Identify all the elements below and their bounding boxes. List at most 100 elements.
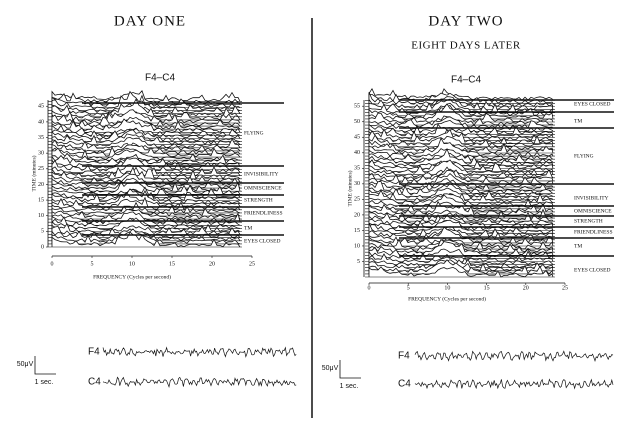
spectrum-trace	[51, 110, 241, 121]
y-tick-label: 20	[354, 212, 360, 218]
x-tick-label: 5	[91, 261, 94, 267]
y-tick-label: 25	[38, 166, 44, 172]
spectrum-trace	[368, 200, 554, 216]
spectrum-trace	[368, 159, 554, 172]
state-label: EYES CLOSED	[574, 101, 611, 107]
spectrum-trace	[368, 96, 554, 111]
spectrum-trace	[368, 214, 554, 229]
eeg-channel-label: C4	[398, 379, 411, 390]
y-tick-label: 40	[38, 119, 44, 125]
spectrum-trace	[368, 211, 554, 222]
spectrum-trace	[368, 187, 554, 200]
state-label: FLYING	[244, 130, 264, 136]
spectrum-trace	[51, 136, 241, 149]
state-label: TM	[574, 118, 582, 124]
x-tick-label: 10	[444, 285, 450, 291]
electrode-label: F4–C4	[145, 73, 175, 84]
spectrum-trace	[368, 92, 554, 104]
state-label: TM	[574, 243, 582, 249]
x-tick-label: 5	[407, 285, 410, 291]
spectrum-trace	[368, 250, 554, 262]
panel-subtitle: EIGHT DAYS LATER	[411, 40, 521, 52]
spectrum-trace	[368, 116, 554, 129]
y-axis-label: TIME (minutes)	[30, 155, 37, 191]
eeg-trace	[414, 350, 614, 363]
spectrum-trace	[368, 148, 554, 160]
spectrum-trace	[51, 166, 241, 180]
state-label: FRIENDLINESS	[244, 210, 283, 216]
state-label: EYES CLOSED	[244, 238, 281, 244]
spectrum-trace	[368, 123, 554, 135]
panel-title: DAY TWO	[428, 13, 503, 29]
spectrum-trace	[51, 124, 241, 136]
panel-title: DAY ONE	[114, 13, 186, 29]
x-tick-label: 0	[368, 285, 371, 291]
eeg-scale-label: 50μV	[322, 365, 339, 372]
eeg-trace	[102, 346, 297, 358]
x-tick-label: 15	[169, 261, 175, 267]
y-tick-label: 20	[38, 182, 44, 188]
state-label: OMNISCIENCE	[574, 208, 612, 214]
y-tick-label: 50	[354, 119, 360, 125]
state-label: FRIENDLINESS	[574, 229, 613, 235]
spectrum-trace	[51, 145, 241, 158]
state-label: STRENGTH	[244, 197, 273, 203]
y-tick-label: 40	[354, 150, 360, 156]
eeg-scale-label: 50μV	[17, 361, 34, 368]
x-tick-label: 10	[129, 261, 135, 267]
y-tick-label: 45	[354, 135, 360, 141]
state-label: STRENGTH	[574, 218, 603, 224]
spectrum-trace	[368, 87, 554, 101]
spectrum-trace	[368, 183, 554, 197]
spectrum-trace	[368, 102, 554, 117]
spectrum-trace	[368, 236, 554, 247]
spectrum-trace	[368, 152, 554, 163]
spectrum-trace	[51, 153, 241, 167]
y-tick-label: 30	[354, 181, 360, 187]
spectrum-trace	[368, 159, 554, 176]
spectrum-trace	[51, 209, 241, 220]
y-tick-label: 5	[357, 259, 360, 265]
x-tick-label: 15	[484, 285, 490, 291]
eeg-trace	[102, 376, 297, 389]
spectrum-trace	[368, 168, 554, 179]
spectrum-trace	[368, 181, 554, 194]
eeg-time-label: 1 sec.	[35, 379, 54, 386]
spectrum-trace	[51, 139, 241, 152]
spectrum-trace	[368, 259, 554, 275]
spectrum-trace	[368, 258, 554, 269]
x-tick-label: 0	[51, 261, 54, 267]
y-tick-label: 10	[38, 213, 44, 219]
eeg-time-label: 1 sec.	[340, 383, 359, 390]
y-tick-label: 30	[38, 151, 44, 157]
eeg-channel-label: F4	[398, 351, 410, 362]
spectrum-trace	[368, 166, 554, 182]
y-tick-label: 15	[354, 228, 360, 234]
spectrum-trace	[368, 222, 554, 238]
y-tick-label: 10	[354, 243, 360, 249]
x-tick-label: 25	[249, 261, 255, 267]
spectrum-trace	[368, 189, 554, 204]
spectrum-trace	[51, 201, 241, 214]
state-label: EYES CLOSED	[574, 267, 611, 273]
eeg-scale-bar	[34, 356, 56, 375]
y-tick-label: 35	[354, 166, 360, 172]
y-tick-label: 5	[41, 229, 44, 235]
spectrum-trace	[368, 112, 554, 126]
spectrum-trace	[368, 139, 554, 151]
spectrum-trace	[51, 222, 241, 236]
y-tick-label: 55	[354, 104, 360, 110]
y-tick-label: 35	[38, 135, 44, 141]
eeg-channel-label: C4	[88, 377, 101, 388]
y-axis-label: TIME (minutes)	[346, 170, 353, 206]
electrode-label: F4–C4	[451, 75, 481, 86]
spectrum-trace	[51, 116, 241, 130]
spectrum-trace	[368, 241, 554, 256]
spectrum-trace	[51, 166, 241, 183]
spectrum-trace	[51, 231, 241, 248]
spectrum-trace	[51, 211, 241, 226]
y-tick-label: 25	[354, 197, 360, 203]
state-label: INVISIBILITY	[574, 195, 609, 201]
y-tick-label: 45	[38, 104, 44, 110]
